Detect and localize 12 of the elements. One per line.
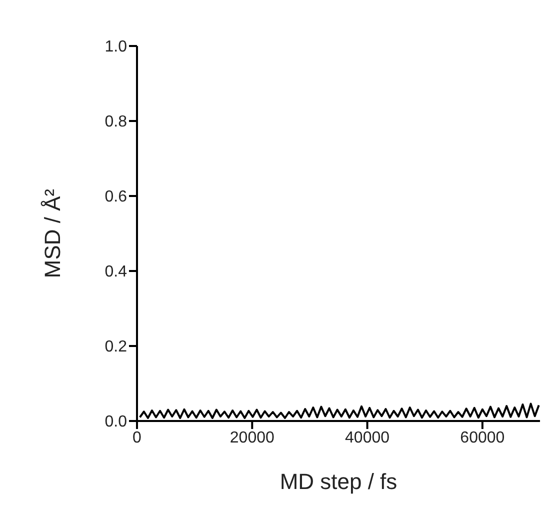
y-tick-label: 0.0 (104, 414, 128, 431)
y-tick-label: 1.0 (104, 38, 128, 56)
x-tick-label: 20000 (230, 429, 274, 446)
y-tick-label: 0.4 (104, 264, 128, 281)
x-tick-label: 40000 (345, 429, 390, 446)
y-tick-label: 0.8 (104, 114, 128, 131)
x-tick-label: 60000 (460, 429, 505, 446)
y-tick-label: 0.2 (104, 338, 128, 356)
y-tick-label: 0.6 (104, 188, 128, 206)
y-axis-title: MSD / Å² (40, 188, 65, 278)
x-axis-title: MD step / fs (280, 469, 398, 494)
x-tick-label: 0 (132, 429, 142, 446)
